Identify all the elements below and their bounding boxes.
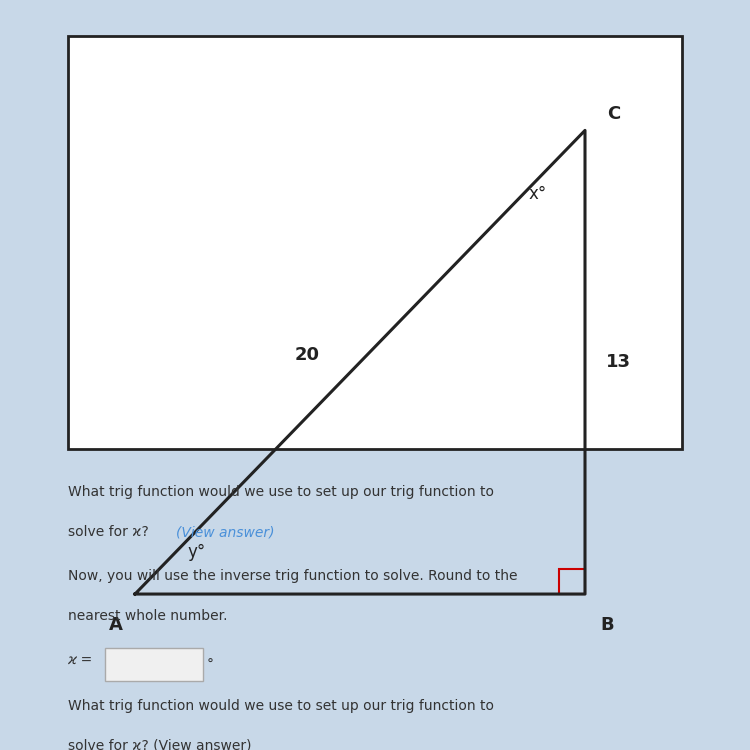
Text: What trig function would we use to set up our trig function to: What trig function would we use to set u… xyxy=(68,699,494,713)
Text: °: ° xyxy=(206,658,213,671)
FancyBboxPatch shape xyxy=(68,36,682,449)
Text: 20: 20 xyxy=(295,346,320,364)
Text: B: B xyxy=(601,616,614,634)
Text: y°: y° xyxy=(188,544,206,562)
Text: nearest whole number.: nearest whole number. xyxy=(68,608,227,622)
Text: solve for ϰ? (View answer): solve for ϰ? (View answer) xyxy=(68,739,251,750)
FancyBboxPatch shape xyxy=(105,649,202,681)
Text: solve for ϰ?: solve for ϰ? xyxy=(68,525,153,539)
Text: x°: x° xyxy=(529,184,547,202)
Text: ϰ =: ϰ = xyxy=(68,652,98,666)
Bar xyxy=(559,568,585,594)
Text: A: A xyxy=(110,616,123,634)
Text: 13: 13 xyxy=(606,353,631,371)
Text: Now, you will use the inverse trig function to solve. Round to the: Now, you will use the inverse trig funct… xyxy=(68,568,517,583)
Text: (View answer): (View answer) xyxy=(176,525,274,539)
Text: What trig function would we use to set up our trig function to: What trig function would we use to set u… xyxy=(68,485,494,500)
Text: C: C xyxy=(608,105,621,123)
